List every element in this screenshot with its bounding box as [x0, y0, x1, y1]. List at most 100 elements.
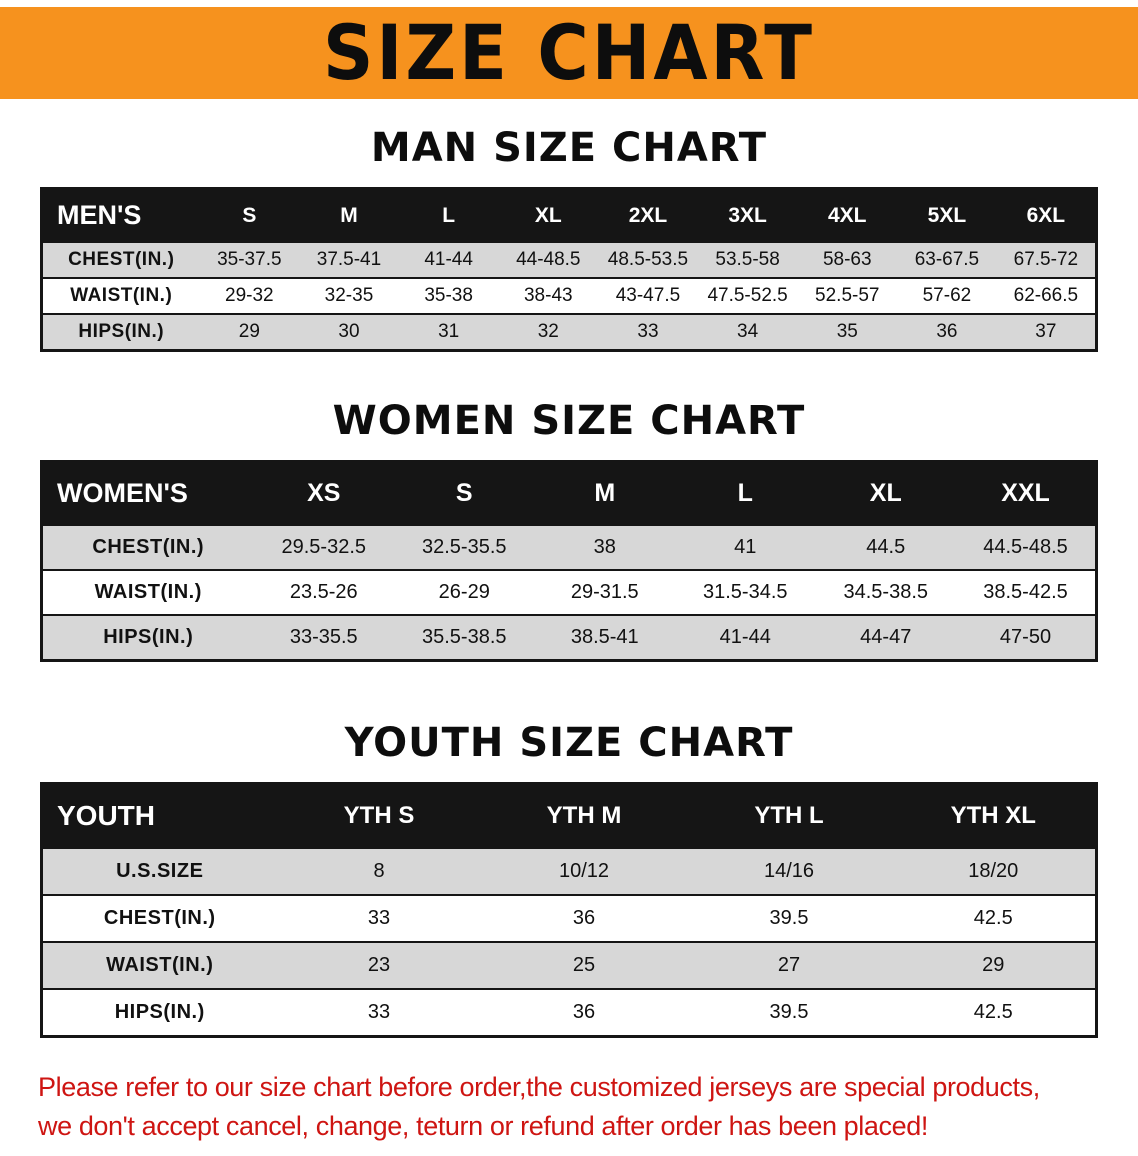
row-label: WAIST(IN.) [94, 581, 202, 603]
table-row: CHEST(IN.) 29.5-32.5 32.5-35.5 38 41 44.5 44.5… [41, 525, 1097, 570]
column-header: S [394, 461, 535, 525]
column-header: XS [253, 461, 394, 525]
men-size-table: MEN'S S M L XL 2XL 3XL 4XL 5XL 6XL CHEST(IN.) 35-37… [40, 187, 1098, 352]
table-head: WOMEN'S XS S M L XL XXL [41, 461, 1097, 525]
table-cell: 8 [373, 860, 385, 882]
column-header: S [199, 188, 300, 242]
table-cell: 23 [367, 954, 391, 976]
column-header: 4XL [797, 188, 898, 242]
table-cell: 35-38 [424, 285, 473, 306]
footer-note-line-1: Please refer to our size chart before or… [38, 1072, 1040, 1102]
table-cell: 37 [1035, 321, 1057, 342]
table-cell: 35-37.5 [217, 249, 282, 270]
table-body: CHEST(IN.) 35-37.5 37.5-41 41-44 44-48.5 48.5… [41, 242, 1097, 351]
row-label: HIPS(IN.) [103, 626, 194, 648]
footer-note-line-2: we don't accept cancel, change, teturn o… [38, 1111, 928, 1142]
table-cell: 34.5-38.5 [843, 581, 928, 603]
table-cell: 29-32 [225, 285, 274, 306]
column-header: 2XL [598, 188, 698, 242]
table-cell: 58-63 [822, 249, 872, 270]
table-cell: 27 [777, 954, 801, 976]
table-cell: 57-62 [922, 285, 972, 306]
table-cell: 42.5 [973, 907, 1013, 929]
table-cell: 39.5 [769, 907, 809, 929]
column-header: YTH XL [891, 783, 1097, 848]
table-row: CHEST(IN.) 35-37.5 37.5-41 41-44 44-48.5 48.5… [41, 242, 1097, 278]
table-cell: 37.5-41 [316, 249, 382, 270]
row-label: HIPS(IN.) [114, 1001, 205, 1023]
table-corner-label: WOMEN'S [41, 461, 254, 525]
men-size-section: MAN SIZE CHART MEN'S S M L XL 2XL 3XL 4XL 5XL 6XL… [0, 125, 1138, 352]
table-row: U.S.SIZE 8 10/12 14/16 18/20 [41, 848, 1097, 895]
column-header: L [398, 188, 499, 242]
table-cell: 42.5 [973, 1001, 1013, 1023]
youth-section-heading: YOUTH SIZE CHART [344, 720, 794, 766]
table-cell: 48.5-53.5 [607, 249, 689, 270]
table-cell: 29 [238, 321, 260, 342]
table-cell: 29.5-32.5 [281, 536, 366, 558]
table-cell: 38-43 [523, 285, 573, 306]
table-row: HIPS(IN.) 33-35.5 35.5-38.5 38.5-41 41-44 44-… [41, 615, 1097, 661]
table-cell: 38 [593, 536, 616, 558]
table-cell: 44.5 [866, 536, 906, 558]
table-body: U.S.SIZE 8 10/12 14/16 18/20 CHEST(IN.) 33 36 39… [41, 848, 1097, 1037]
banner: SIZE CHART [0, 7, 1138, 99]
table-cell: 34 [737, 321, 759, 342]
table-cell: 63-67.5 [914, 249, 980, 270]
column-header: XL [815, 461, 956, 525]
row-label: CHEST(IN.) [68, 249, 175, 270]
column-header: 3XL [697, 188, 798, 242]
table-cell: 41 [734, 536, 757, 558]
column-header: XXL [956, 461, 1097, 525]
table-cell: 38.5-41 [570, 626, 639, 648]
table-row: CHEST(IN.) 33 36 39.5 42.5 [41, 895, 1097, 942]
table-corner-label: YOUTH [41, 783, 277, 848]
footer-note: Please refer to our size chart before or… [38, 1068, 1100, 1146]
women-section-heading: WOMEN SIZE CHART [332, 398, 806, 444]
table-cell: 62-66.5 [1013, 285, 1079, 306]
table-cell: 35 [836, 321, 858, 342]
table-head: YOUTH YTH S YTH M YTH L YTH XL [41, 783, 1097, 848]
table-cell: 30 [338, 321, 360, 342]
table-header-row: WOMEN'S XS S M L XL XXL [41, 461, 1097, 525]
table-cell: 38.5-42.5 [983, 581, 1068, 603]
table-cell: 32-35 [324, 285, 374, 306]
table-cell: 47.5-52.5 [707, 285, 788, 306]
table-row: HIPS(IN.) 33 36 39.5 42.5 [41, 989, 1097, 1037]
table-cell: 43-47.5 [615, 285, 681, 306]
table-cell: 33 [367, 1001, 391, 1023]
table-cell: 33 [637, 321, 659, 342]
men-section-heading: MAN SIZE CHART [370, 125, 768, 171]
table-cell: 18/20 [968, 860, 1019, 882]
youth-size-table: YOUTH YTH S YTH M YTH L YTH XL U.S.SIZE 8 10/12… [40, 782, 1098, 1038]
column-header: XL [498, 188, 599, 242]
table-row: WAIST(IN.) 23.5-26 26-29 29-31.5 31.5-34.5 34… [41, 570, 1097, 615]
table-cell: 36 [572, 907, 596, 929]
table-cell: 23.5-26 [289, 581, 358, 603]
table-header-row: YOUTH YTH S YTH M YTH L YTH XL [41, 783, 1097, 848]
column-header: YTH S [276, 783, 482, 848]
table-cell: 41-44 [424, 249, 473, 270]
table-cell: 10/12 [558, 860, 610, 882]
table-cell: 36 [572, 1001, 596, 1023]
row-label: WAIST(IN.) [70, 285, 173, 306]
table-cell: 33-35.5 [289, 626, 358, 648]
table-cell: 31 [438, 321, 460, 342]
table-cell: 31.5-34.5 [702, 581, 788, 603]
table-cell: 41-44 [719, 626, 771, 648]
row-label: CHEST(IN.) [92, 536, 205, 558]
table-header-row: MEN'S S M L XL 2XL 3XL 4XL 5XL 6XL [41, 188, 1097, 242]
table-cell: 32 [537, 321, 559, 342]
row-label: HIPS(IN.) [78, 321, 165, 342]
women-size-section: WOMEN SIZE CHART WOMEN'S XS S M L XL XXL CHEST(… [0, 398, 1138, 662]
table-cell: 14/16 [763, 860, 815, 882]
row-label: CHEST(IN.) [103, 907, 216, 929]
table-cell: 32.5-35.5 [421, 536, 507, 558]
page-title: SIZE CHART [322, 8, 816, 98]
column-header: L [675, 461, 816, 525]
table-cell: 25 [572, 954, 596, 976]
row-label: WAIST(IN.) [106, 954, 214, 976]
column-header: YTH L [686, 783, 892, 848]
row-label: U.S.SIZE [116, 860, 204, 882]
table-cell: 44-47 [860, 626, 912, 648]
